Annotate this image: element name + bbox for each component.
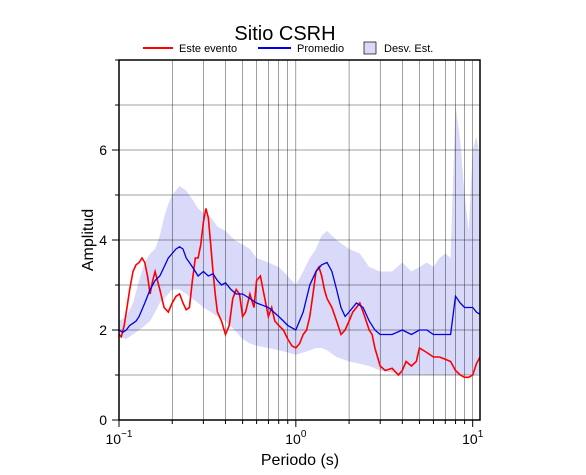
legend: Este evento Promedio Desv. Est. — [143, 41, 433, 55]
y-tick-label: 2 — [99, 322, 107, 338]
x-tick-label: 101 — [462, 429, 484, 447]
std-dev-band — [119, 105, 480, 375]
axis-ticks: 0 2 4 6 10−1 100 101 — [99, 59, 484, 447]
y-axis-label: Amplitud — [80, 209, 97, 271]
x-tick-label: 100 — [285, 429, 307, 447]
series-line-promedio — [118, 246, 481, 336]
legend-label-este-evento: Este evento — [179, 43, 237, 55]
y-tick-label: 4 — [99, 232, 107, 248]
x-axis-label: Periodo (s) — [261, 452, 339, 469]
y-tick-label: 0 — [99, 412, 107, 428]
chart-title: Sitio CSRH — [234, 23, 335, 45]
series-line-este-evento — [118, 208, 481, 379]
legend-label-desv-est: Desv. Est. — [384, 43, 433, 55]
plot-area: 0 2 4 6 10−1 100 101 — [99, 59, 484, 447]
x-tick-label: 10−1 — [106, 429, 133, 447]
legend-swatch-desv-est — [363, 41, 377, 55]
legend-label-promedio: Promedio — [297, 43, 344, 55]
y-tick-label: 6 — [99, 142, 107, 158]
